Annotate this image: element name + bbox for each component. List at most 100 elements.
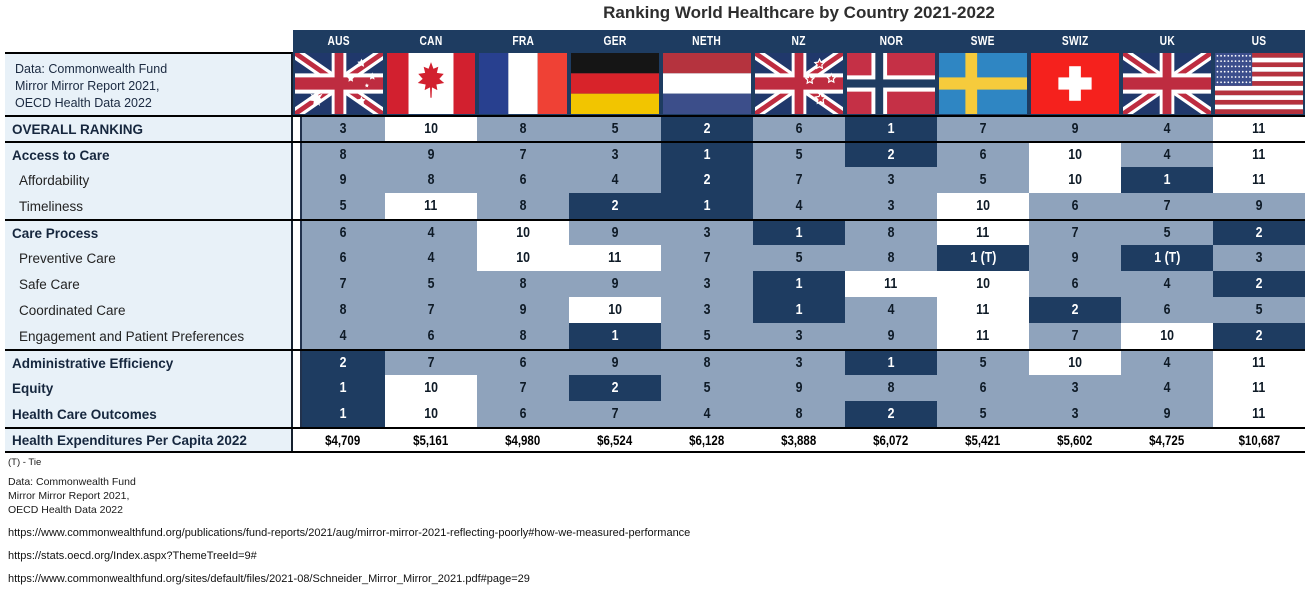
- rank-value: 10: [1068, 172, 1082, 188]
- rank-cell: 7: [385, 297, 477, 323]
- row-gutter: [293, 429, 300, 451]
- expenditure-value: $6,524: [597, 432, 633, 448]
- rank-cell: 4: [385, 245, 477, 271]
- source-link-schneider-pdf[interactable]: https://www.commonwealthfund.org/sites/d…: [8, 572, 530, 585]
- expenditure-value: $4,709: [324, 432, 361, 448]
- flag-cell-nor: [845, 52, 937, 115]
- norway-flag: [847, 53, 935, 114]
- rank-cell: 3: [661, 297, 753, 323]
- sweden-flag: [939, 53, 1027, 114]
- rank-value: 8: [519, 198, 527, 214]
- rank-value: 3: [1071, 380, 1079, 396]
- rank-value: 4: [795, 198, 803, 214]
- rank-cell: 8: [477, 117, 569, 141]
- rank-cell: 6: [300, 245, 385, 271]
- flag-cell-neth: [661, 52, 753, 115]
- rank-value: 8: [427, 172, 435, 188]
- rank-cell: 11: [937, 323, 1029, 349]
- rank-value: 7: [427, 355, 435, 371]
- rank-cell: 1: [753, 221, 845, 245]
- rank-cell: 1: [661, 193, 753, 219]
- rank-cell: 10: [385, 375, 477, 401]
- source-link-oecd-stats[interactable]: https://stats.oecd.org/Index.aspx?ThemeT…: [8, 549, 257, 562]
- rank-value: 1: [340, 380, 347, 396]
- rank-value: 8: [795, 406, 803, 422]
- rank-value: 11: [1252, 172, 1266, 188]
- rank-value: 8: [340, 147, 347, 163]
- rank-cell: 10: [937, 271, 1029, 297]
- rank-value: 8: [887, 380, 895, 396]
- expenditure-value: $10,687: [1238, 432, 1280, 448]
- rank-cell: 8: [661, 351, 753, 375]
- rank-cell: 6: [477, 351, 569, 375]
- row-gutter: [293, 401, 300, 427]
- data-source-note-line: Mirror Mirror Report 2021,: [15, 78, 160, 93]
- rank-value: 10: [1160, 328, 1174, 344]
- rank-value: 7: [519, 380, 527, 396]
- country-header-nz: NZ: [753, 30, 845, 52]
- rank-cell: 5: [1121, 221, 1213, 245]
- rank-value: 7: [519, 147, 527, 163]
- page-title: Ranking World Healthcare by Country 2021…: [603, 3, 995, 22]
- rank-cell: 1: [300, 375, 385, 401]
- source-footnote: Data: Commonwealth Fund Mirror Mirror Re…: [8, 475, 690, 518]
- rank-value: 8: [519, 121, 527, 137]
- rank-cell: 2: [1213, 271, 1305, 297]
- country-code-label: AUS: [327, 34, 351, 48]
- rank-value: 9: [611, 225, 619, 241]
- rank-value: 9: [887, 328, 895, 344]
- country-header-fra: FRA: [477, 30, 569, 52]
- rank-value: 5: [703, 328, 711, 344]
- rank-cell: 2: [1213, 323, 1305, 349]
- rank-cell: 8: [477, 323, 569, 349]
- rank-cell: 3: [845, 167, 937, 193]
- table-row-preventive-care: Preventive Care 6 4 10 11 7 5 8 1 (T) 9 1 (T) 3: [5, 245, 1305, 271]
- rank-cell: 4: [1121, 351, 1213, 375]
- rank-cell: 5: [661, 375, 753, 401]
- rank-cell: 5: [569, 117, 661, 141]
- rank-value: 3: [795, 328, 803, 344]
- rank-value: 11: [976, 328, 990, 344]
- rank-value: 7: [1071, 225, 1079, 241]
- rank-value: 3: [703, 225, 711, 241]
- expenditure-value: $4,725: [1149, 432, 1185, 448]
- rank-cell: 9: [569, 271, 661, 297]
- rank-value: 9: [519, 302, 527, 318]
- rank-cell: 3: [753, 351, 845, 375]
- country-header-ger: GER: [569, 30, 661, 52]
- rank-value: 2: [1255, 328, 1263, 344]
- country-code-label: SWIZ: [1061, 34, 1089, 48]
- rank-value: 9: [611, 355, 619, 371]
- table-row-safe-care: Safe Care 7 5 8 9 3 1 11 10 6 4 2: [5, 271, 1305, 297]
- table-row-equity: Equity 1 10 7 2 5 9 8 6 3 4 11: [5, 375, 1305, 401]
- rank-cell: 8: [385, 167, 477, 193]
- rank-cell: 3: [1029, 401, 1121, 427]
- table-row-administrative-efficiency: Administrative Efficiency 2 7 6 9 8 3 1 5 10 4 11: [5, 349, 1305, 375]
- rank-value: 2: [703, 121, 711, 137]
- country-code-label: CAN: [419, 34, 443, 48]
- rank-value: 5: [979, 406, 987, 422]
- rank-cell: 4: [1121, 375, 1213, 401]
- rank-cell: 6: [300, 221, 385, 245]
- rank-value: 3: [611, 147, 619, 163]
- rank-cell: 11: [937, 297, 1029, 323]
- rank-cell: 9: [753, 375, 845, 401]
- rank-cell: 3: [569, 143, 661, 167]
- rank-cell: 6: [1029, 271, 1121, 297]
- rank-cell: 4: [569, 167, 661, 193]
- row-label: Safe Care: [5, 271, 293, 297]
- country-code-label: GER: [603, 34, 627, 48]
- rank-cell: 8: [845, 221, 937, 245]
- row-label: Administrative Efficiency: [5, 351, 293, 375]
- rank-cell: 7: [477, 375, 569, 401]
- rank-cell: 9: [1029, 245, 1121, 271]
- source-link-commonwealth-report[interactable]: https://www.commonwealthfund.org/publica…: [8, 526, 691, 539]
- rank-cell: 1: [1121, 167, 1213, 193]
- table-corner-spacer: [5, 30, 293, 52]
- rank-value: 11: [1252, 355, 1266, 371]
- rank-value: 7: [340, 276, 347, 292]
- table-row-coordinated-care: Coordinated Care 8 7 9 10 3 1 4 11 2 6 5: [5, 297, 1305, 323]
- rank-value: 6: [340, 250, 347, 266]
- rank-cell: 2: [569, 193, 661, 219]
- rank-value: 2: [703, 172, 711, 188]
